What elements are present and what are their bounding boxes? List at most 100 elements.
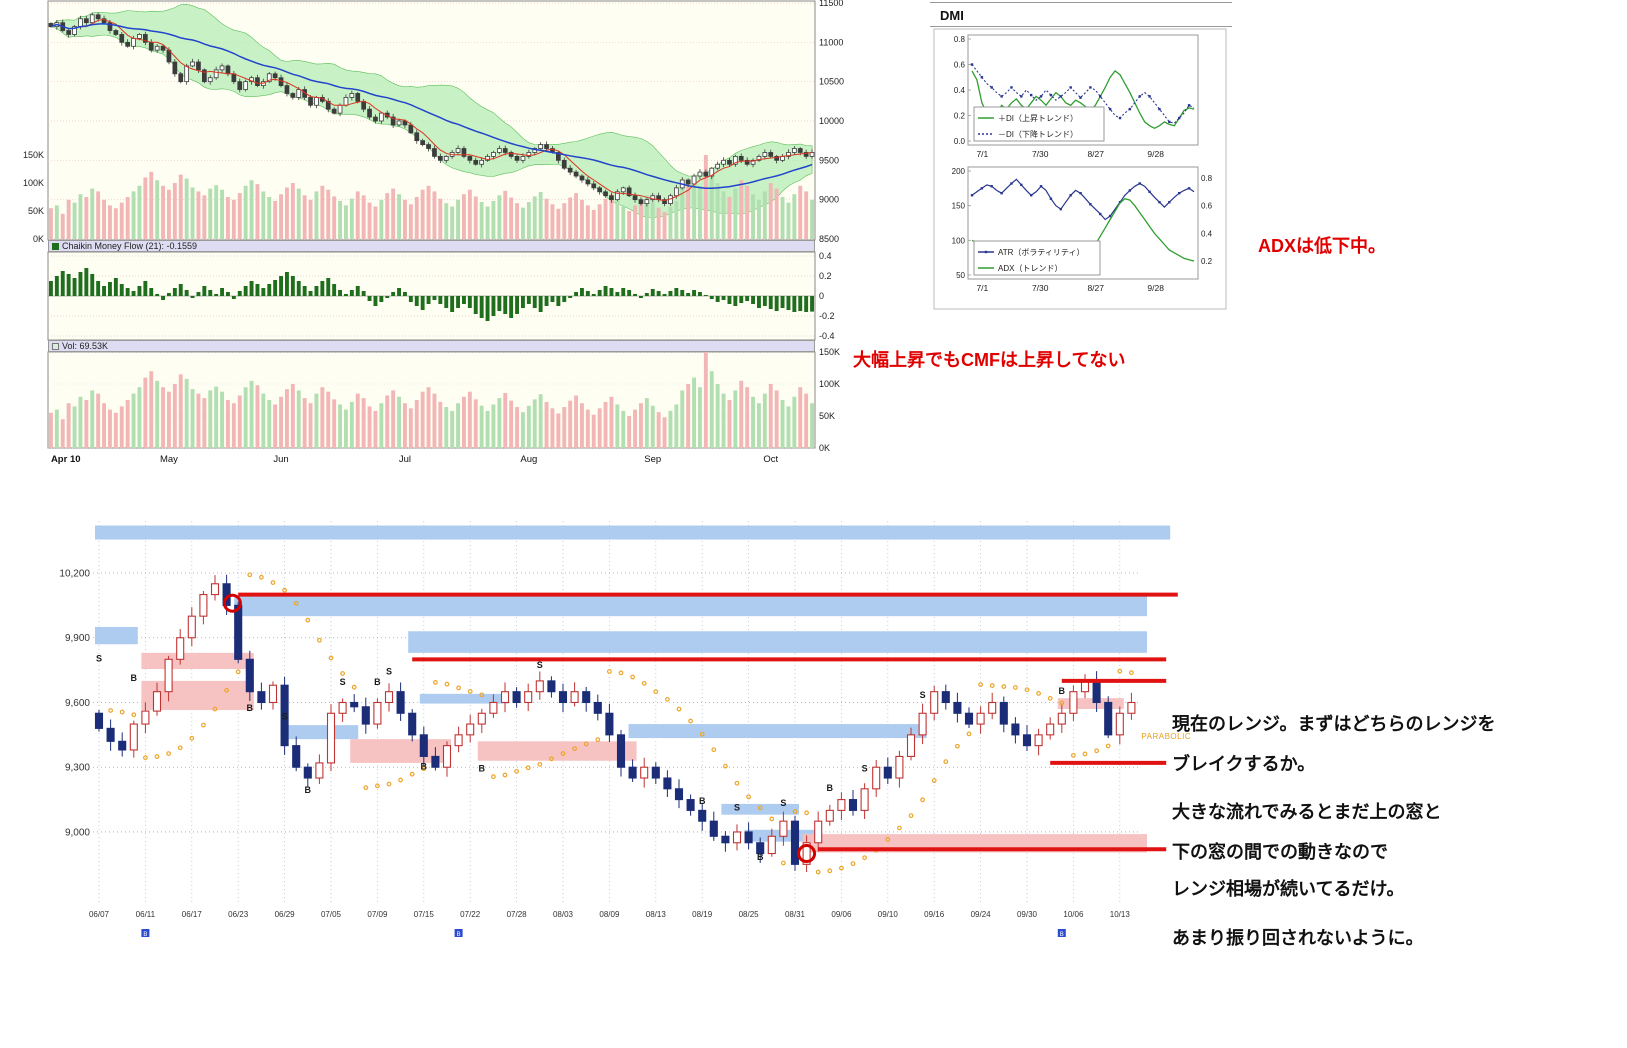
svg-text:0K: 0K: [819, 443, 830, 453]
svg-text:＋DI（上昇トレンド）: ＋DI（上昇トレンド）: [998, 114, 1078, 123]
volume-legend-swatch-icon: [52, 342, 59, 350]
cmf-legend-swatch-icon: [52, 242, 59, 250]
svg-text:-0.4: -0.4: [819, 331, 835, 341]
dmi-panel: DMI 0.8 0.6 0.4 0.2 0.0 ＋DI（上昇トレンド） －DI（下降トレンド…: [930, 2, 1232, 320]
range-note-5: レンジ相場が続いてるだけ。: [1172, 879, 1405, 899]
svg-text:B: B: [457, 932, 461, 938]
svg-text:08/13: 08/13: [646, 910, 667, 919]
svg-text:S: S: [780, 798, 786, 808]
svg-text:-0.2: -0.2: [819, 311, 835, 321]
dmi-chart-canvas: 0.8 0.6 0.4 0.2 0.0 ＋DI（上昇トレンド） －DI（下降トレンド） 7/1…: [933, 28, 1227, 310]
svg-text:0.2: 0.2: [954, 112, 966, 121]
svg-text:S: S: [734, 802, 740, 812]
svg-text:7/1: 7/1: [976, 149, 988, 159]
svg-text:9,300: 9,300: [65, 763, 90, 774]
range-note-6: あまり振り回されないように。: [1172, 928, 1424, 948]
svg-text:07/28: 07/28: [507, 910, 528, 919]
svg-text:B: B: [305, 785, 312, 795]
svg-text:B: B: [479, 764, 486, 774]
svg-text:07/15: 07/15: [414, 910, 435, 919]
svg-text:06/23: 06/23: [228, 910, 249, 919]
svg-text:7/30: 7/30: [1032, 149, 1049, 159]
svg-text:Aug: Aug: [520, 454, 537, 465]
svg-text:50: 50: [956, 271, 965, 280]
svg-text:PARABOLIC: PARABOLIC: [1141, 732, 1191, 741]
svg-text:08/09: 08/09: [599, 910, 620, 919]
svg-text:08/31: 08/31: [785, 910, 806, 919]
svg-text:9500: 9500: [819, 155, 839, 165]
svg-text:0.2: 0.2: [819, 271, 832, 281]
volume-panel-label: Vol: 69.53K: [62, 341, 109, 351]
svg-text:－DI（下降トレンド）: －DI（下降トレンド）: [998, 129, 1078, 139]
range-note-1: 現在のレンジ。まずはどちらのレンジを: [1172, 714, 1496, 734]
volume-panel-header: Vol: 69.53K: [48, 340, 815, 352]
svg-text:0.6: 0.6: [1201, 202, 1213, 211]
svg-text:Jun: Jun: [273, 454, 288, 465]
svg-text:9,000: 9,000: [65, 827, 90, 838]
svg-text:10/13: 10/13: [1110, 910, 1131, 919]
svg-text:06/11: 06/11: [136, 910, 156, 919]
dmi-panel-title: DMI: [930, 2, 1232, 27]
svg-text:B: B: [1060, 932, 1064, 938]
svg-text:Sep: Sep: [644, 454, 661, 465]
svg-text:B: B: [421, 761, 428, 771]
svg-text:9/28: 9/28: [1147, 149, 1164, 159]
svg-text:100K: 100K: [23, 178, 44, 188]
svg-text:9,600: 9,600: [65, 698, 90, 709]
svg-text:07/09: 07/09: [367, 910, 388, 919]
svg-text:11500: 11500: [819, 0, 843, 8]
svg-text:B: B: [374, 677, 381, 687]
svg-text:09/10: 09/10: [878, 910, 899, 919]
svg-text:06/07: 06/07: [89, 910, 110, 919]
svg-text:10500: 10500: [819, 77, 844, 87]
svg-text:09/24: 09/24: [971, 910, 992, 919]
svg-text:B: B: [1059, 686, 1066, 696]
svg-text:S: S: [920, 690, 926, 700]
svg-text:B: B: [827, 783, 834, 793]
svg-text:9000: 9000: [819, 195, 839, 205]
range-note-4: 下の窓の間での動きなので: [1172, 842, 1388, 862]
svg-text:0.8: 0.8: [1201, 174, 1213, 183]
svg-text:09/06: 09/06: [831, 910, 852, 919]
svg-text:08/25: 08/25: [739, 910, 760, 919]
svg-text:150K: 150K: [23, 150, 44, 160]
svg-text:0.6: 0.6: [954, 61, 966, 70]
range-note-2: ブレイクするか。: [1172, 754, 1316, 774]
svg-text:10/06: 10/06: [1063, 910, 1084, 919]
svg-text:9/28: 9/28: [1147, 283, 1164, 293]
svg-text:B: B: [757, 852, 764, 862]
svg-text:B: B: [143, 932, 147, 938]
svg-text:9,900: 9,900: [65, 633, 90, 644]
svg-text:50K: 50K: [819, 411, 835, 421]
svg-text:09/30: 09/30: [1017, 910, 1038, 919]
svg-text:S: S: [862, 764, 868, 774]
svg-text:B: B: [131, 673, 138, 683]
svg-text:06/17: 06/17: [182, 910, 203, 919]
svg-text:S: S: [386, 666, 392, 676]
svg-text:09/16: 09/16: [924, 910, 945, 919]
svg-text:07/22: 07/22: [460, 910, 481, 919]
cmf-panel-header: Chaikin Money Flow (21): -0.1559: [48, 240, 815, 252]
svg-text:10,200: 10,200: [59, 569, 90, 580]
svg-text:B: B: [247, 703, 254, 713]
cmf-panel-label: Chaikin Money Flow (21): -0.1559: [62, 241, 198, 251]
svg-text:May: May: [160, 454, 178, 465]
svg-text:100: 100: [952, 236, 966, 245]
svg-text:150K: 150K: [819, 347, 840, 357]
svg-text:B: B: [699, 796, 706, 806]
range-note-3: 大きな流れでみるとまだ上の窓と: [1172, 802, 1442, 822]
svg-text:100K: 100K: [819, 379, 840, 389]
svg-text:200: 200: [952, 167, 966, 176]
svg-text:8500: 8500: [819, 234, 839, 244]
svg-text:Apr 10: Apr 10: [51, 454, 81, 465]
svg-text:0.4: 0.4: [1201, 229, 1213, 238]
svg-text:Oct: Oct: [763, 454, 778, 465]
svg-text:S: S: [96, 653, 102, 663]
svg-text:S: S: [282, 712, 288, 722]
adx-annotation: ADXは低下中。: [1258, 236, 1387, 256]
svg-text:06/29: 06/29: [275, 910, 296, 919]
svg-text:0.2: 0.2: [1201, 257, 1213, 266]
svg-text:0K: 0K: [33, 234, 44, 244]
svg-text:ATR（ボラティリティ）: ATR（ボラティリティ）: [998, 248, 1084, 257]
